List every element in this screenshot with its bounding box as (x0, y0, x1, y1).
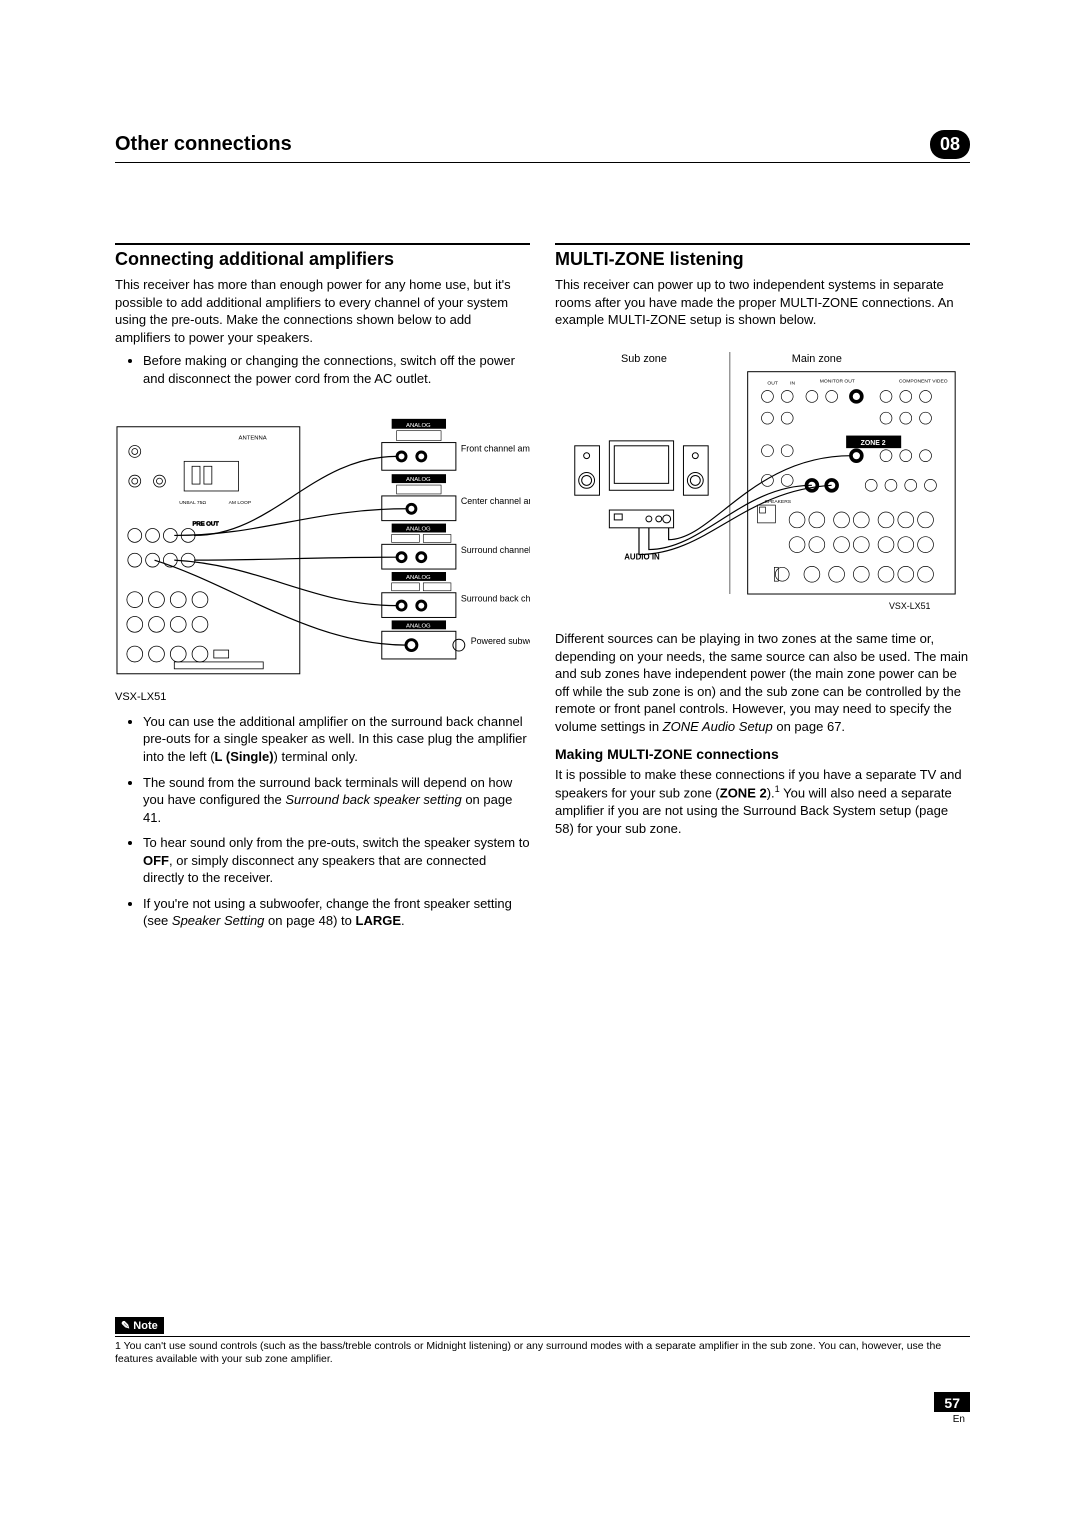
amplifier-connection-diagram: PRE OUT ANTENNA UNBAL 75Ω AM LOOP (115, 407, 530, 684)
note-section: ✎ Note 1 You can't use sound controls (s… (115, 1316, 970, 1367)
svg-text:MONITOR OUT: MONITOR OUT (820, 378, 855, 384)
right-sub-para: It is possible to make these connections… (555, 766, 970, 838)
right-heading: MULTI-ZONE listening (555, 249, 970, 270)
right-column: MULTI-ZONE listening This receiver can p… (555, 243, 970, 938)
left-bullet-list: You can use the additional amplifier on … (115, 713, 530, 930)
note-label: ✎ Note (115, 1317, 164, 1334)
left-bullet-2: The sound from the surround back termina… (143, 774, 530, 827)
right-para2: Different sources can be playing in two … (555, 630, 970, 735)
svg-text:ANALOG: ANALOG (406, 624, 431, 630)
svg-text:ANALOG: ANALOG (406, 527, 431, 533)
svg-text:UNBAL 75Ω: UNBAL 75Ω (179, 500, 206, 506)
svg-text:AM LOOP: AM LOOP (229, 500, 252, 506)
svg-text:Sub zone: Sub zone (621, 352, 667, 364)
svg-text:Front channel amplifier: Front channel amplifier (461, 444, 530, 454)
right-subheading: Making MULTI-ZONE connections (555, 746, 970, 762)
svg-text:ANTENNA: ANTENNA (239, 436, 267, 442)
chapter-number-badge: 08 (930, 130, 970, 159)
heading-rule (115, 243, 530, 245)
svg-text:PRE OUT: PRE OUT (192, 522, 219, 528)
svg-text:ZONE 2: ZONE 2 (861, 439, 886, 446)
svg-text:Main zone: Main zone (792, 352, 842, 364)
heading-rule (555, 243, 970, 245)
left-intro-text: This receiver has more than enough power… (115, 276, 530, 346)
page-number: 57 (934, 1392, 970, 1412)
note-text: 1 You can't use sound controls (such as … (115, 1340, 970, 1367)
svg-text:ANALOG: ANALOG (406, 575, 431, 581)
svg-text:Surround back channel amplifie: Surround back channel amplifier (461, 594, 530, 604)
section-title: Other connections (115, 133, 292, 156)
diagram-caption-left: VSX-LX51 (115, 691, 530, 703)
right-intro-text: This receiver can power up to two indepe… (555, 276, 970, 329)
svg-text:COMPONENT VIDEO: COMPONENT VIDEO (899, 378, 948, 384)
left-bullet-4: If you're not using a subwoofer, change … (143, 895, 530, 930)
multizone-diagram: Sub zone Main zone AUDIO I (555, 347, 970, 624)
page-language: En (953, 1414, 965, 1425)
svg-text:Powered subwoofer: Powered subwoofer (471, 636, 530, 646)
left-bullet-1: You can use the additional amplifier on … (143, 713, 530, 766)
left-top-bullet: Before making or changing the connection… (143, 352, 530, 387)
svg-text:VSX-LX51: VSX-LX51 (889, 600, 931, 610)
page-header: Other connections 08 (115, 130, 970, 163)
left-heading: Connecting additional amplifiers (115, 249, 530, 270)
left-column: Connecting additional amplifiers This re… (115, 243, 530, 938)
svg-text:ANALOG: ANALOG (406, 423, 431, 429)
svg-text:ANALOG: ANALOG (406, 477, 431, 483)
svg-text:Surround channel amplifier: Surround channel amplifier (461, 546, 530, 556)
svg-text:IN: IN (790, 380, 795, 386)
svg-text:Center channel amplifier (mono: Center channel amplifier (mono) (461, 496, 530, 506)
svg-text:OUT: OUT (767, 380, 777, 386)
left-bullet-3: To hear sound only from the pre-outs, sw… (143, 834, 530, 887)
